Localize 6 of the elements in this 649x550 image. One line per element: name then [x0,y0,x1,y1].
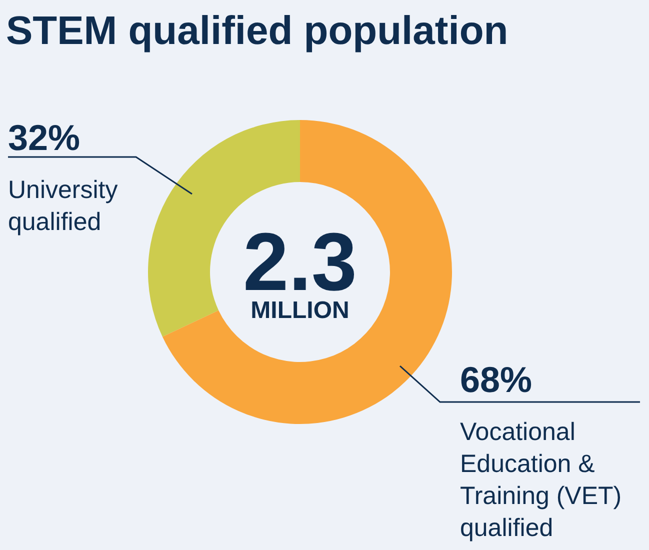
data-label: 68% [460,359,532,400]
slice-label: University qualified [8,176,118,236]
data-label: 32% [8,117,80,158]
chart-title: STEM qualified population [6,9,508,53]
slice-label: Vocational Education & Training (VET) qualified [460,418,622,542]
donut-slice [162,120,452,424]
